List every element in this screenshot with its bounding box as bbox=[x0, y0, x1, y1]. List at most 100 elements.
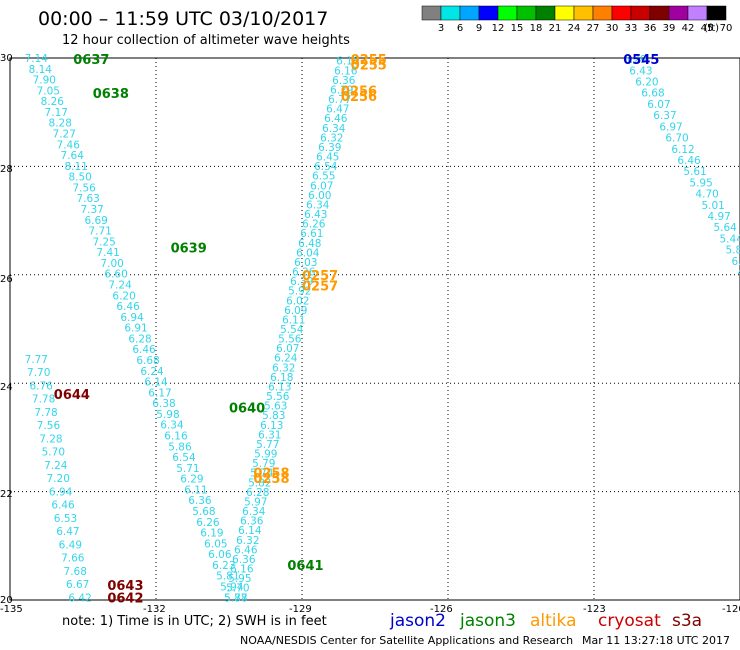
wave-height-value: 7.71 bbox=[88, 226, 111, 238]
wave-height-value: 6.05 bbox=[204, 538, 227, 550]
wave-height-value: 6.34 bbox=[160, 420, 184, 432]
pass-time-label: 0639 bbox=[171, 242, 207, 257]
wave-height-value: 6.54 bbox=[172, 452, 196, 464]
wave-height-value: 6.26 bbox=[292, 267, 316, 279]
wave-height-value: 6.12 bbox=[671, 144, 694, 156]
wave-height-value: 6.29 bbox=[180, 474, 203, 486]
wave-height-value: 6.94 bbox=[49, 486, 73, 498]
wave-height-value: 8.28 bbox=[49, 118, 72, 130]
wave-height-value: 5.92 bbox=[288, 286, 311, 298]
wave-height-value: 4.4 bbox=[738, 267, 740, 279]
lat-tick-24: 24 bbox=[0, 382, 13, 393]
pass-time-label: 0255 bbox=[351, 53, 387, 68]
wave-height-value: 6.08 bbox=[732, 256, 740, 268]
colorbar-swatch bbox=[687, 5, 708, 21]
wave-height-value: 5.82 bbox=[248, 477, 271, 489]
wave-height-value: 7.70 bbox=[27, 367, 50, 379]
wave-height-value: 6.68 bbox=[641, 88, 664, 100]
wave-height-value: 7.37 bbox=[80, 204, 103, 216]
wave-height-value: 6.37 bbox=[653, 110, 676, 122]
lat-tick-20: 20 bbox=[0, 595, 13, 606]
colorbar-swatch bbox=[535, 5, 556, 21]
colorbar-swatch bbox=[649, 5, 670, 21]
wave-height-value: 6.34 bbox=[242, 506, 266, 518]
wave-height-value: 5.74 bbox=[250, 468, 274, 480]
lon-tick-126: -126 bbox=[430, 604, 453, 615]
wave-height-value: 5.70 bbox=[226, 583, 249, 595]
wave-height-value: 6.18 bbox=[336, 56, 359, 68]
legend-cryosat: cryosat bbox=[598, 611, 661, 631]
lat-lon-grid bbox=[10, 58, 740, 600]
pass-time-label: 0257 bbox=[302, 269, 338, 284]
wave-height-value: 7.90 bbox=[33, 75, 56, 87]
wave-height-value: 8.11 bbox=[65, 161, 88, 173]
wave-height-value: 7.00 bbox=[100, 258, 123, 270]
wave-height-value: 7.78 bbox=[34, 407, 57, 419]
wave-height-value: 6.42 bbox=[68, 592, 91, 604]
lon-tick-123: -123 bbox=[583, 604, 606, 615]
track-jason3-descending: 7.148.147.907.058.267.178.287.277.467.64… bbox=[25, 53, 248, 604]
colorbar-swatch bbox=[421, 5, 442, 21]
legend-s3a: s3a bbox=[672, 611, 702, 631]
page-subtitle: 12 hour collection of altimeter wave hei… bbox=[62, 33, 350, 48]
wave-height-value: 6.46 bbox=[51, 500, 75, 512]
wave-height-value: 6.60 bbox=[104, 269, 127, 281]
wave-height-value: 6.76 bbox=[29, 380, 53, 392]
wave-height-value: 6.46 bbox=[234, 544, 258, 556]
wave-height-value: 5.86 bbox=[168, 441, 192, 453]
wave-height-value: 6.46 bbox=[677, 155, 701, 167]
wave-height-value: 7.24 bbox=[108, 280, 132, 292]
footer-timestamp: Mar 11 13:27:18 UTC 2017 bbox=[582, 634, 730, 647]
wave-height-value: 5.77 bbox=[224, 592, 247, 604]
colorbar-tick-label: 6 bbox=[457, 23, 463, 34]
wave-height-value: 7.27 bbox=[53, 129, 76, 141]
legend-jason2: jason2 bbox=[389, 611, 446, 631]
wave-height-value: 5.97 bbox=[244, 496, 267, 508]
pass-time-label: 0545 bbox=[623, 53, 659, 68]
wave-height-value: 6.16 bbox=[334, 65, 358, 77]
wave-height-value: 6.11 bbox=[184, 484, 207, 496]
wave-height-value: 7.64 bbox=[61, 150, 85, 162]
wave-height-value: 6.69 bbox=[84, 215, 107, 227]
wave-height-value: 6.43 bbox=[304, 209, 327, 221]
colorbar-swatch bbox=[630, 5, 651, 21]
wave-height-value: 6.47 bbox=[326, 104, 349, 116]
wave-height-value: 6.07 bbox=[276, 343, 299, 355]
wave-height-value: 7.28 bbox=[39, 433, 62, 445]
satellite-legend: jason2 jason3 altika cryosat s3a bbox=[389, 611, 702, 631]
wave-height-value: 6.94 bbox=[120, 312, 144, 324]
wave-height-value: 8.26 bbox=[41, 96, 65, 108]
wave-height-value: 6.61 bbox=[300, 228, 323, 240]
colorbar-tick-label: 33 bbox=[625, 23, 638, 34]
pass-time-label: 0258 bbox=[253, 472, 289, 487]
lat-tick-28: 28 bbox=[0, 164, 13, 175]
wave-height-value: 5.88 bbox=[224, 592, 247, 604]
latitude-ticks: 30 28 26 24 22 20 bbox=[0, 53, 13, 606]
wave-height-value: 6.00 bbox=[308, 190, 331, 202]
lat-tick-30: 30 bbox=[0, 53, 13, 64]
colorbar-tick-label: 39 bbox=[663, 23, 676, 34]
wave-height-value: 7.63 bbox=[76, 193, 99, 205]
colorbar-tick-label: 70 bbox=[720, 23, 733, 34]
colorbar-swatch bbox=[440, 5, 461, 21]
pass-time-label: 0256 bbox=[341, 85, 377, 100]
colorbar-swatch bbox=[592, 5, 613, 21]
wave-height-value: 5.70 bbox=[42, 447, 65, 459]
pass-time-label: 0638 bbox=[93, 87, 129, 102]
wave-height-value: 6.34 bbox=[322, 123, 346, 135]
wave-height-value: 7.66 bbox=[61, 553, 85, 565]
wave-height-value: 6.36 bbox=[188, 495, 212, 507]
colorbar-tick-label: 24 bbox=[568, 23, 581, 34]
wave-height-value: 6.43 bbox=[629, 65, 652, 77]
wave-height-value: 4.97 bbox=[707, 211, 730, 223]
wave-height-value: 7.56 bbox=[37, 420, 61, 432]
wave-height-value: 6.54 bbox=[314, 161, 338, 173]
track-altika-ascending: 6.186.166.366.296.776.476.466.346.326.39… bbox=[224, 56, 359, 605]
wave-height-value: 6.46 bbox=[324, 113, 348, 125]
wave-height-value: 5.61 bbox=[683, 166, 706, 178]
lon-tick-135: -135 bbox=[0, 604, 23, 615]
wave-height-value: 5.79 bbox=[252, 458, 275, 470]
colorbar-swatch bbox=[554, 5, 575, 21]
